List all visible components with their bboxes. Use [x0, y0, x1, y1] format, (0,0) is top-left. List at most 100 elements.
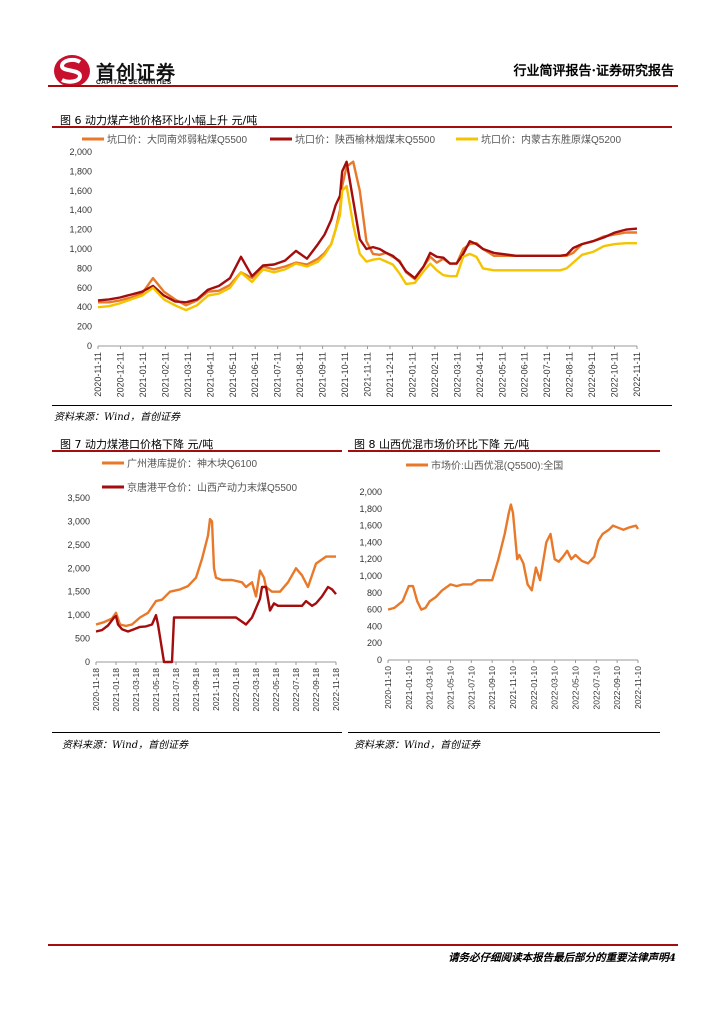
fig7-ytick-label: 1,000 [67, 610, 90, 620]
fig8-xtick-label: 2021-01-10 [404, 666, 414, 710]
fig6-ytick-label: 1,000 [69, 244, 92, 254]
fig7-series-line-1 [95, 585, 337, 664]
fig7-ytick-label: 3,000 [67, 516, 90, 526]
fig7-ytick-label: 0 [85, 657, 90, 667]
fig6-bottom-rule [52, 405, 672, 406]
fig6-xtick-label: 2022-01-11 [407, 352, 417, 397]
fig7-ytick-label: 1,500 [67, 587, 90, 597]
fig6-xtick-label: 2022-02-11 [430, 352, 440, 397]
fig6-xtick-label: 2021-06-11 [250, 352, 260, 397]
fig6-xtick-label: 2022-08-11 [565, 352, 575, 397]
fig7-xtick-label: 2022-01-18 [231, 668, 241, 712]
company-name-cn: 首创证券 [96, 62, 177, 84]
fig6-xtick-label: 2021-08-11 [295, 352, 305, 397]
fig6-xtick-label: 2022-05-11 [497, 352, 507, 397]
fig8-xtick-label: 2021-09-10 [487, 666, 497, 710]
fig6-ytick-label: 2,000 [69, 147, 92, 157]
fig7-bottom-rule [52, 732, 342, 733]
fig8-ytick-label: 400 [367, 621, 382, 631]
fig7-ytick-label: 2,000 [67, 563, 90, 573]
fig7-xtick-label: 2021-07-18 [171, 668, 181, 712]
fig6-ytick-label: 0 [87, 341, 92, 351]
fig7-title: 图 7 动力煤港口价格下降 元/吨 [60, 438, 214, 451]
fig7-legend-label-1: 京唐港平仓价：山西产动力末煤Q5500 [127, 481, 297, 494]
fig7-ytick-label: 3,500 [67, 493, 90, 503]
fig7-xtick-label: 2021-01-18 [111, 668, 121, 712]
header-divider [48, 85, 678, 87]
fig8-xtick-label: 2022-07-10 [591, 666, 601, 710]
fig6-xtick-label: 2020-12-11 [115, 352, 125, 397]
fig6-ytick-label: 800 [77, 263, 92, 273]
fig7-xtick-label: 2022-07-18 [291, 668, 301, 712]
fig6-chart: 0 200 400 600 800 1,000 1,200 1,400 1,600 1,800 2,… [69, 133, 642, 397]
fig6-top-rule [52, 126, 672, 128]
fig6-ytick-label: 400 [77, 302, 92, 312]
fig8-chart: 0 200 400 600 800 1,000 1,200 1,400 1,600 1,800 2,… [359, 459, 643, 710]
fig7-xtick-label: 2021-09-18 [191, 668, 201, 712]
fig6-legend-label-0: 坑口价：大同南郊弱粘煤Q5500 [107, 133, 247, 146]
fig6-ytick-label: 1,800 [69, 166, 92, 176]
fig6-xtick-label: 2021-10-11 [340, 352, 350, 397]
report-type: 行业简评报告·证券研究报告 [513, 64, 674, 79]
fig7-xtick-label: 2021-03-18 [131, 668, 141, 712]
fig7-series-line-0 [95, 517, 336, 628]
fig7-xtick-label: 2021-11-18 [211, 668, 221, 711]
fig7-ytick-label: 2,500 [67, 540, 90, 550]
company-name-en: CAPITAL SECURITIES [96, 79, 172, 86]
fig6-series-line-2 [97, 184, 637, 312]
fig8-title: 图 8 山西优混市场价环比下降 元/吨 [354, 438, 530, 451]
footer-divider [48, 944, 678, 946]
fig7-source: 资料来源：Wind，首创证券 [62, 740, 189, 751]
fig6-xtick-label: 2022-10-11 [610, 352, 620, 397]
fig6-ytick-label: 1,400 [69, 205, 92, 215]
fig8-xtick-label: 2022-01-10 [529, 666, 539, 710]
fig6-xtick-label: 2021-07-11 [273, 352, 283, 397]
fig8-xtick-label: 2021-07-10 [466, 666, 476, 710]
footer-disclaimer: 请务必仔细阅读本报告最后部分的重要法律声明4 [448, 952, 676, 964]
fig7-xtick-label: 2022-11-18 [331, 668, 341, 711]
fig6-xtick-label: 2021-01-11 [138, 352, 148, 397]
fig8-ytick-label: 1,200 [359, 554, 382, 564]
fig6-legend-label-1: 坑口价：陕西榆林烟煤末Q5500 [295, 133, 435, 146]
fig6-xtick-label: 2022-03-11 [452, 352, 462, 397]
fig8-xtick-label: 2022-03-10 [550, 666, 560, 710]
fig8-ytick-label: 200 [367, 638, 382, 648]
fig7-xtick-label: 2022-09-18 [311, 668, 321, 712]
fig7-xtick-label: 2022-03-18 [251, 668, 261, 712]
fig6-ytick-label: 1,200 [69, 225, 92, 235]
fig6-ytick-label: 1,600 [69, 186, 92, 196]
fig6-xtick-label: 2020-11-11 [93, 352, 103, 397]
fig6-series-line-1 [97, 160, 638, 304]
fig6-xtick-label: 2022-07-11 [542, 352, 552, 397]
fig6-ytick-label: 200 [77, 322, 92, 332]
fig8-legend-label-0: 市场价:山西优混(Q5500):全国 [431, 459, 563, 472]
fig6-xtick-label: 2022-09-11 [587, 352, 597, 397]
fig6-xtick-label: 2021-11-11 [363, 352, 373, 397]
fig8-source: 资料来源：Wind，首创证券 [354, 740, 481, 751]
fig7-xtick-label: 2022-05-18 [271, 668, 281, 712]
fig8-xtick-label: 2022-05-10 [571, 666, 581, 710]
fig6-xtick-label: 2022-11-11 [632, 352, 642, 397]
fig8-xtick-label: 2021-11-10 [508, 666, 518, 709]
fig8-ytick-label: 1,600 [359, 521, 382, 531]
fig7-chart: 0 500 1,000 1,500 2,000 2,500 3,000 3,500 2020-1… [67, 457, 341, 712]
fig8-series-line-0 [387, 503, 640, 611]
fig6-series-line-0 [98, 160, 637, 307]
fig6-xtick-label: 2021-03-11 [183, 352, 193, 397]
fig6-title: 图 6 动力煤产地价格环比小幅上升 元/吨 [60, 114, 258, 127]
fig6-xtick-label: 2021-04-11 [205, 352, 215, 397]
fig8-xtick-label: 2020-11-10 [383, 666, 393, 709]
fig8-xtick-label: 2021-03-10 [425, 666, 435, 710]
fig8-ytick-label: 1,800 [359, 504, 382, 514]
fig6-source: 资料来源：Wind，首创证券 [54, 412, 181, 423]
fig8-ytick-label: 800 [367, 588, 382, 598]
fig8-xtick-label: 2022-11-10 [633, 666, 643, 709]
fig6-xtick-label: 2022-04-11 [475, 352, 485, 397]
fig6-legend-label-2: 坑口价：内蒙古东胜原煤Q5200 [481, 133, 621, 146]
fig7-xtick-label: 2021-05-18 [151, 668, 161, 712]
fig8-top-rule [348, 450, 660, 452]
fig7-top-rule [52, 450, 342, 452]
fig8-ytick-label: 600 [367, 605, 382, 615]
fig7-xtick-label: 2020-11-18 [91, 668, 101, 711]
fig8-xtick-label: 2022-09-10 [612, 666, 622, 710]
